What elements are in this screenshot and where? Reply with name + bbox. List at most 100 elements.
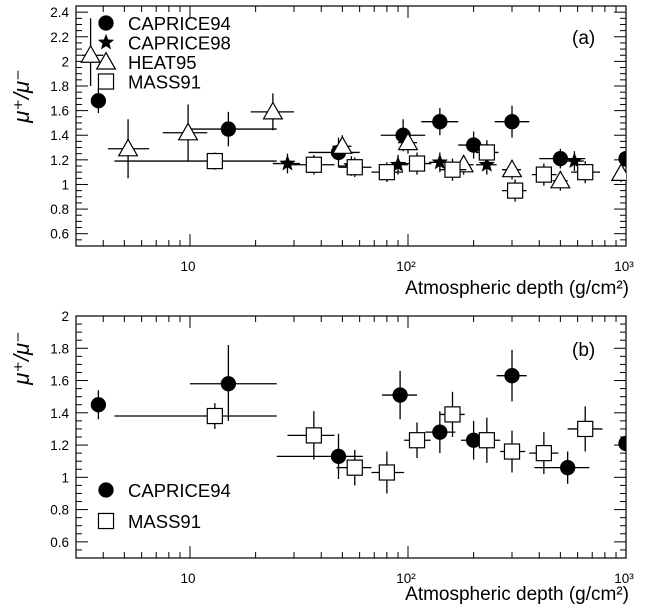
data-point	[577, 420, 594, 438]
data-point	[478, 432, 495, 449]
data-point	[279, 154, 296, 171]
x-tick-label: 10	[180, 571, 195, 586]
legend-label: MASS91	[128, 72, 201, 93]
y-tick-label: 1.2	[50, 153, 69, 168]
legend: CAPRICE94 MASS91	[97, 480, 231, 532]
series-heat95	[80, 18, 626, 191]
chart-panel-b: 0.6 0.8 1 1.2 1.4 1.6 1.8 2 10 10² 10³Atmospheric …	[9, 309, 634, 605]
y-tick-label: 1.8	[50, 341, 69, 356]
data-point	[397, 132, 419, 151]
data-point	[504, 114, 520, 130]
data-point	[305, 156, 323, 173]
legend-marker-heat95	[95, 51, 117, 70]
data-point	[330, 448, 347, 465]
data-point	[206, 152, 223, 170]
data-point	[177, 122, 199, 141]
y-tick-label: 2	[61, 309, 69, 324]
data-point	[501, 159, 523, 178]
y-tick-label: 1	[61, 177, 69, 192]
y-tick-label: 0.6	[50, 227, 69, 242]
data-point	[444, 406, 461, 423]
x-tick-label: 10³	[614, 571, 634, 586]
data-point	[346, 459, 363, 476]
y-tick-label: 2	[61, 54, 69, 69]
data-point	[408, 432, 426, 449]
y-ticks	[76, 315, 626, 559]
legend-label: CAPRICE98	[128, 33, 231, 54]
y-tick-label: 1	[61, 470, 69, 485]
data-point	[465, 137, 482, 153]
data-point	[432, 424, 448, 440]
y-tick-label: 1.4	[50, 128, 69, 143]
data-point	[117, 138, 139, 157]
data-point	[506, 182, 524, 199]
legend-label: CAPRICE94	[128, 13, 231, 34]
data-point	[220, 376, 237, 392]
data-point	[90, 397, 107, 413]
panel-label: (b)	[572, 340, 595, 361]
data-point	[378, 464, 396, 481]
x-tick-label: 10²	[396, 571, 416, 586]
data-point	[431, 153, 449, 170]
legend-marker-mass91	[97, 512, 115, 530]
x-ticks	[75, 316, 627, 558]
y-axis-label: μ⁺/μ⁻	[9, 331, 34, 385]
data-point	[408, 155, 426, 172]
x-tick-label: 10²	[396, 259, 416, 274]
y-tick-label: 0.8	[50, 202, 69, 217]
series-mass91	[114, 391, 603, 494]
y-tick-label: 1.6	[50, 104, 69, 119]
data-point	[618, 150, 626, 167]
data-point	[610, 162, 626, 182]
data-point	[478, 144, 495, 161]
data-point	[618, 435, 626, 452]
data-layer	[80, 18, 626, 202]
y-tick-label: 1.2	[50, 438, 69, 453]
x-tick-label: 10³	[614, 259, 634, 274]
series-caprice94	[90, 88, 626, 169]
data-point	[432, 114, 448, 130]
data-point	[552, 150, 569, 167]
data-point	[535, 166, 553, 183]
data-point	[549, 170, 571, 189]
legend-label: MASS91	[128, 511, 201, 532]
data-point	[80, 44, 101, 63]
data-point	[331, 135, 353, 154]
y-tick-label: 1.8	[50, 79, 69, 94]
data-point	[503, 443, 521, 460]
data-point	[206, 407, 223, 425]
legend-marker-caprice98	[97, 33, 115, 50]
x-axis-label: Atmospheric depth (g/cm²)	[405, 584, 629, 605]
legend-marker-caprice94	[98, 15, 114, 31]
y-tick-label: 1.4	[50, 406, 69, 421]
data-point	[504, 368, 520, 384]
y-axis-label: μ⁺/μ⁻	[9, 69, 34, 123]
data-point	[305, 427, 323, 444]
y-tick-label: 1.6	[50, 374, 69, 389]
plot-frame	[75, 5, 627, 247]
legend-marker-caprice94	[98, 482, 114, 498]
data-point	[346, 159, 363, 176]
series-mass91	[114, 140, 601, 202]
y-tick-label: 0.8	[50, 503, 69, 518]
data-point	[566, 152, 583, 169]
data-point	[535, 444, 553, 462]
x-tick-label: 10	[180, 259, 195, 274]
data-point	[560, 460, 576, 476]
chart-panel-a: 0.6 0.8 1 1.2 1.4 1.6 1.8 2 2.2 2.4 10 10² 10³ Atmosp…	[9, 5, 634, 299]
data-point	[392, 387, 408, 403]
data-point	[444, 161, 461, 178]
data-point	[389, 155, 407, 172]
data-point	[378, 164, 396, 181]
x-axis-label: Atmospheric depth (g/cm²)	[405, 278, 629, 299]
legend-label: HEAT95	[128, 52, 197, 73]
data-point	[577, 164, 594, 181]
data-point	[90, 93, 107, 109]
y-ticks	[76, 5, 626, 247]
y-tick-label: 0.6	[50, 535, 69, 550]
data-point	[220, 121, 237, 137]
y-tick-label: 2.4	[50, 5, 69, 20]
panel-label: (a)	[572, 28, 595, 49]
